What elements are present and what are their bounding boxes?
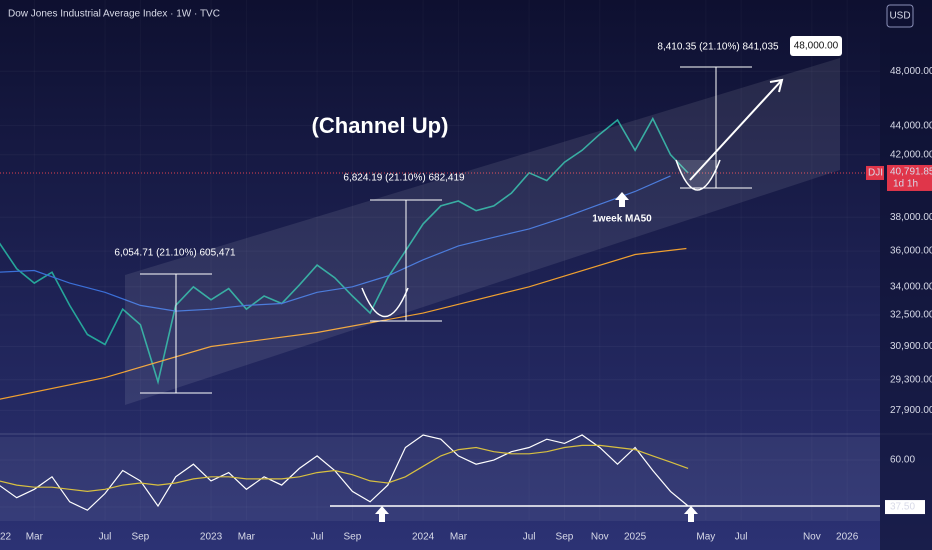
currency: USD bbox=[889, 11, 910, 22]
y-tick-label: 32,500.00 bbox=[890, 310, 932, 321]
x-tick-label: Mar bbox=[238, 532, 256, 543]
annotation: 8,410.35 (21.10%) 841,035 bbox=[657, 42, 779, 53]
x-tick-label: 22 bbox=[0, 532, 12, 543]
y-tick-label: 48,000.00 bbox=[890, 66, 932, 77]
x-tick-label: Jul bbox=[735, 532, 748, 543]
chart-title: Dow Jones Industrial Average Index · 1W … bbox=[8, 9, 220, 20]
x-tick-label: Jul bbox=[99, 532, 112, 543]
price-axis bbox=[880, 0, 932, 550]
annotation: (Channel Up) bbox=[312, 113, 449, 138]
countdown: 1d 1h bbox=[893, 179, 918, 190]
y-tick-label: 34,000.00 bbox=[890, 281, 932, 292]
price-label-box bbox=[887, 164, 932, 191]
x-tick-label: Jul bbox=[523, 532, 536, 543]
projection-arrow bbox=[689, 79, 783, 181]
up-arrow bbox=[375, 506, 389, 522]
y-tick-label: 30,900.00 bbox=[890, 341, 932, 352]
price-label: 40,791.85 bbox=[890, 167, 932, 178]
y-tick-label: 27,900.00 bbox=[890, 405, 932, 416]
y-tick-label: 29,300.00 bbox=[890, 374, 932, 385]
symbol-box bbox=[866, 165, 884, 180]
y-tick-label: 38,000.00 bbox=[890, 212, 932, 223]
x-tick-label: Sep bbox=[131, 532, 149, 543]
x-tick-label: Mar bbox=[26, 532, 44, 543]
rsi-label-box bbox=[885, 500, 925, 515]
up-arrow bbox=[615, 192, 629, 207]
x-tick-label: Nov bbox=[803, 532, 821, 543]
symbol: DJI bbox=[868, 168, 883, 179]
x-tick-label: Mar bbox=[450, 532, 468, 543]
arrow-head bbox=[769, 78, 784, 93]
arc bbox=[361, 287, 409, 318]
x-tick-label: Nov bbox=[591, 532, 609, 543]
y-tick-label: 42,000.00 bbox=[890, 149, 932, 160]
currency-box bbox=[886, 4, 914, 28]
target-box bbox=[790, 36, 842, 56]
arrows bbox=[375, 192, 698, 522]
series-line bbox=[0, 444, 689, 493]
drawings bbox=[140, 66, 880, 507]
x-tick-label: May bbox=[696, 532, 715, 543]
series-line bbox=[0, 434, 689, 511]
y-tick-label: 60.00 bbox=[890, 455, 915, 466]
up-arrow bbox=[684, 506, 698, 522]
x-tick-label: Sep bbox=[556, 532, 574, 543]
channel bbox=[125, 58, 840, 405]
annotation: 6,824.19 (21.10%) 682,419 bbox=[343, 173, 465, 184]
annotation: 1week MA50 bbox=[592, 214, 652, 225]
x-tick-label: 2024 bbox=[412, 532, 435, 543]
annotation: 6,054.71 (21.10%) 605,471 bbox=[114, 248, 236, 259]
annotation: 48,000.00 bbox=[794, 41, 839, 52]
x-tick-label: Jul bbox=[311, 532, 324, 543]
rsi-band bbox=[0, 437, 880, 521]
series-line bbox=[0, 247, 687, 400]
x-tick-label: Sep bbox=[344, 532, 362, 543]
arc bbox=[675, 159, 721, 191]
y-tick-label: 44,000.00 bbox=[890, 120, 932, 131]
x-tick-label: 2025 bbox=[624, 532, 647, 543]
series-line bbox=[0, 116, 689, 385]
y-tick-label: 36,000.00 bbox=[890, 246, 932, 257]
x-tick-label: 2026 bbox=[836, 532, 859, 543]
x-tick-label: 2023 bbox=[200, 532, 223, 543]
series-line bbox=[0, 175, 671, 312]
rsi-label: 37.50 bbox=[890, 502, 915, 513]
